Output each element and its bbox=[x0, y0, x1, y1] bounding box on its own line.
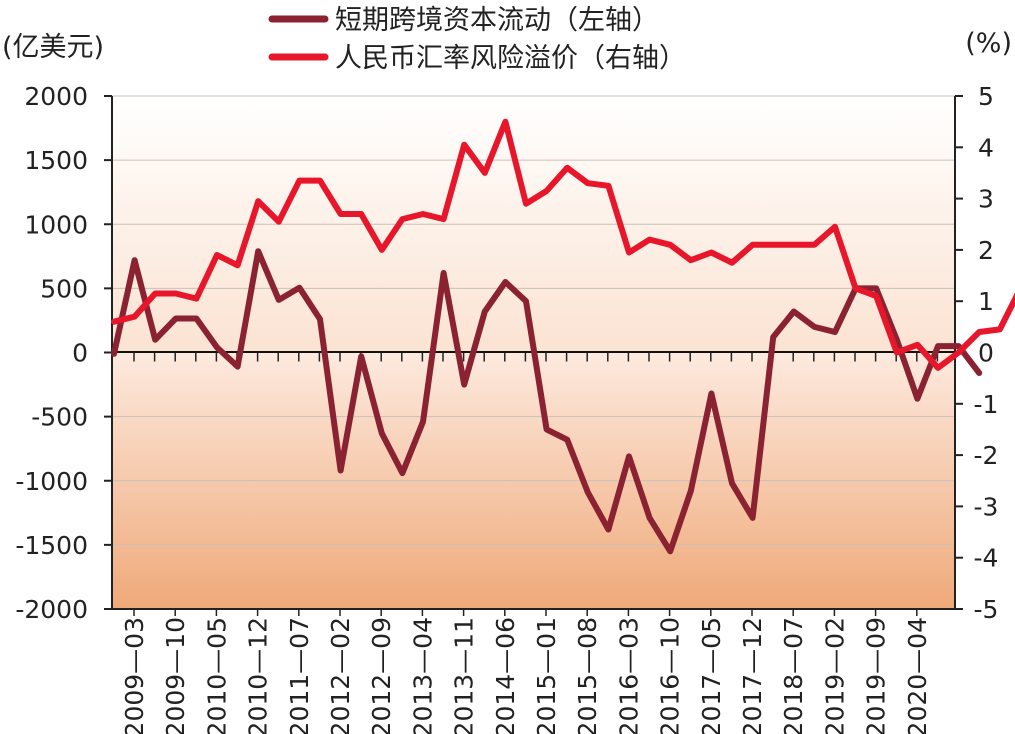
x-tick-label: 2009—10 bbox=[161, 617, 190, 734]
x-tick-label: 2010—12 bbox=[244, 617, 273, 734]
x-tick-label: 2012—09 bbox=[367, 617, 396, 734]
left-tick-label: 2000 bbox=[24, 82, 88, 111]
x-tick-label: 2010—05 bbox=[202, 617, 231, 734]
x-tick-label: 2009—03 bbox=[120, 617, 149, 734]
right-tick-label: -5 bbox=[974, 595, 999, 624]
right-tick-label: 4 bbox=[978, 133, 994, 162]
x-tick-label: 2015—01 bbox=[532, 617, 561, 734]
series-layer bbox=[111, 118, 1015, 555]
gridlines bbox=[112, 95, 955, 546]
x-tick-label: 2017—12 bbox=[738, 617, 767, 734]
left-tick-label: 1500 bbox=[24, 146, 88, 175]
series-line-risk-premium bbox=[111, 118, 1015, 371]
x-tick-label: 2020—04 bbox=[903, 617, 932, 734]
x-tick-label: 2018—07 bbox=[779, 617, 808, 734]
right-tick-label: -3 bbox=[974, 492, 999, 521]
left-tick-label: -1500 bbox=[15, 531, 88, 560]
left-tick-label: -2000 bbox=[15, 595, 88, 624]
x-tick-label: 2019—02 bbox=[820, 617, 849, 734]
right-axis-ticks: 5 4 3 2 1 0 -1 -2 -3 -4 -5 bbox=[955, 82, 998, 624]
right-tick-label: -1 bbox=[974, 390, 999, 419]
x-tick-label: 2015—08 bbox=[573, 617, 602, 734]
x-axis-ticks: 2009—03 2009—10 2010—05 2010—12 2011—07 2012—… bbox=[120, 609, 932, 734]
left-axis-unit: (亿美元) bbox=[2, 32, 104, 63]
x-tick-label: 2012—02 bbox=[326, 617, 355, 734]
x-tick-label: 2019—09 bbox=[862, 617, 891, 734]
right-tick-label: 1 bbox=[978, 287, 994, 316]
left-tick-label: -500 bbox=[31, 403, 88, 432]
x-tick-label: 2016—10 bbox=[656, 617, 685, 734]
left-tick-label: -1000 bbox=[15, 467, 88, 496]
right-axis-unit: (%) bbox=[965, 28, 1012, 59]
left-axis-ticks: 2000 1500 1000 500 0 -500 -1000 -1500 -2000 bbox=[15, 82, 112, 624]
right-tick-label: 0 bbox=[978, 339, 994, 368]
legend-label-risk-premium: 人民币汇率风险溢价（右轴） bbox=[335, 43, 686, 74]
x-tick-label: 2013—11 bbox=[450, 617, 479, 734]
x-tick-label: 2011—07 bbox=[285, 617, 314, 734]
left-tick-label: 500 bbox=[40, 274, 88, 303]
zero-line-tick-marks bbox=[133, 352, 939, 362]
series-line-capital-flow bbox=[111, 248, 983, 555]
x-tick-label: 2013—04 bbox=[408, 617, 437, 734]
right-tick-label: 3 bbox=[978, 185, 994, 214]
right-tick-label: 5 bbox=[978, 82, 994, 111]
right-tick-label: -2 bbox=[974, 441, 999, 470]
right-tick-label: 2 bbox=[978, 236, 994, 265]
x-tick-label: 2017—05 bbox=[697, 617, 726, 734]
left-tick-label: 1000 bbox=[24, 210, 88, 239]
legend: 短期跨境资本流动（左轴） 人民币汇率风险溢价（右轴） bbox=[268, 5, 686, 74]
x-tick-label: 2016—03 bbox=[614, 617, 643, 734]
legend-label-capital-flow: 短期跨境资本流动（左轴） bbox=[335, 5, 659, 36]
right-tick-label: -4 bbox=[974, 544, 999, 573]
left-tick-label: 0 bbox=[72, 339, 88, 368]
x-tick-label: 2014—06 bbox=[491, 617, 520, 734]
